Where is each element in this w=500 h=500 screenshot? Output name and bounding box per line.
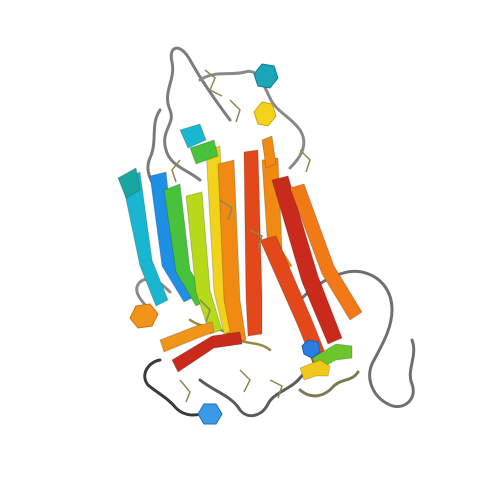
ligand-yellow-hexagon [253, 101, 277, 127]
ligands [129, 63, 321, 425]
stick-8 [179, 379, 191, 403]
strand-red-1 [271, 175, 343, 345]
strand-red-2 [171, 331, 243, 373]
stick-6 [199, 299, 211, 323]
stick-7 [239, 369, 251, 393]
strand-cyan-2 [179, 123, 207, 149]
stick-10 [299, 149, 311, 173]
coil-top-loop [163, 46, 232, 182]
strand-orange-1 [217, 159, 247, 343]
coil-bottom-left [143, 358, 212, 417]
stick-9 [269, 379, 283, 399]
coil-right-long [298, 269, 416, 408]
stick-2 [229, 99, 241, 123]
strand-yellowgreen-1 [185, 191, 223, 335]
ligand-blue-small [301, 339, 321, 359]
strand-orange-top [261, 135, 277, 169]
strand-orange-4 [159, 321, 215, 353]
ligand-blue-hexagon [197, 403, 223, 425]
strand-yellow-2 [299, 359, 331, 381]
strand-teal-1 [117, 167, 141, 199]
strand-redorange-1 [243, 149, 263, 337]
stick-1 [204, 69, 223, 97]
ligand-teal-hexagon [253, 63, 279, 89]
ligand-orange-hexagon [129, 303, 159, 329]
coil-bottom-right [298, 370, 360, 398]
beta-strands [117, 123, 363, 381]
strand-cyan-1 [121, 171, 169, 307]
strand-orange-3 [289, 183, 363, 321]
coil-top-right [198, 69, 306, 170]
side-chain-sticks [171, 69, 311, 403]
coil-left-middle [135, 277, 172, 312]
stick-4 [219, 199, 233, 221]
stick-3 [171, 159, 181, 183]
strand-green-3 [189, 139, 219, 165]
stick-5 [249, 229, 263, 249]
